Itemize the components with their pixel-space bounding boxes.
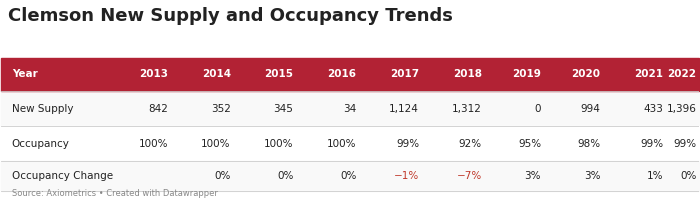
- Text: 2022: 2022: [668, 69, 696, 79]
- Text: 100%: 100%: [264, 139, 293, 149]
- Text: 99%: 99%: [396, 139, 419, 149]
- Text: 99%: 99%: [640, 139, 663, 149]
- Text: Source: Axiometrics • Created with Datawrapper: Source: Axiometrics • Created with Dataw…: [12, 188, 218, 198]
- Text: 0%: 0%: [214, 171, 231, 181]
- Text: 2018: 2018: [453, 69, 482, 79]
- Text: 842: 842: [148, 104, 168, 114]
- Text: 0: 0: [535, 104, 541, 114]
- Text: 34: 34: [343, 104, 356, 114]
- Text: Clemson New Supply and Occupancy Trends: Clemson New Supply and Occupancy Trends: [8, 7, 453, 26]
- Text: 433: 433: [643, 104, 663, 114]
- Text: Year: Year: [12, 69, 38, 79]
- Text: 100%: 100%: [202, 139, 231, 149]
- Text: 1,124: 1,124: [389, 104, 419, 114]
- Text: 2020: 2020: [571, 69, 601, 79]
- Text: 98%: 98%: [578, 139, 601, 149]
- Text: 1,396: 1,396: [666, 104, 696, 114]
- Bar: [1, 161, 699, 191]
- Text: 1%: 1%: [647, 171, 663, 181]
- Text: 2013: 2013: [139, 69, 168, 79]
- Text: 2015: 2015: [265, 69, 293, 79]
- Text: New Supply: New Supply: [12, 104, 74, 114]
- Text: 99%: 99%: [673, 139, 696, 149]
- Text: 100%: 100%: [327, 139, 356, 149]
- Text: 100%: 100%: [139, 139, 168, 149]
- Text: 0%: 0%: [277, 171, 293, 181]
- Text: 345: 345: [274, 104, 293, 114]
- Text: 2017: 2017: [390, 69, 419, 79]
- Text: 95%: 95%: [518, 139, 541, 149]
- Bar: [1, 126, 699, 161]
- Bar: [1, 91, 699, 126]
- Text: Occupancy: Occupancy: [12, 139, 70, 149]
- Text: 3%: 3%: [524, 171, 541, 181]
- Text: 92%: 92%: [458, 139, 482, 149]
- Text: 2014: 2014: [202, 69, 231, 79]
- Text: 0%: 0%: [340, 171, 356, 181]
- Text: −7%: −7%: [456, 171, 482, 181]
- Text: 2019: 2019: [512, 69, 541, 79]
- Text: 3%: 3%: [584, 171, 601, 181]
- Text: 352: 352: [211, 104, 231, 114]
- Text: 1,312: 1,312: [452, 104, 482, 114]
- Text: Occupancy Change: Occupancy Change: [12, 171, 113, 181]
- Bar: [1, 58, 699, 91]
- Text: −1%: −1%: [394, 171, 419, 181]
- Text: 994: 994: [580, 104, 601, 114]
- Text: 2021: 2021: [634, 69, 663, 79]
- Text: 2016: 2016: [328, 69, 356, 79]
- Text: 0%: 0%: [680, 171, 696, 181]
